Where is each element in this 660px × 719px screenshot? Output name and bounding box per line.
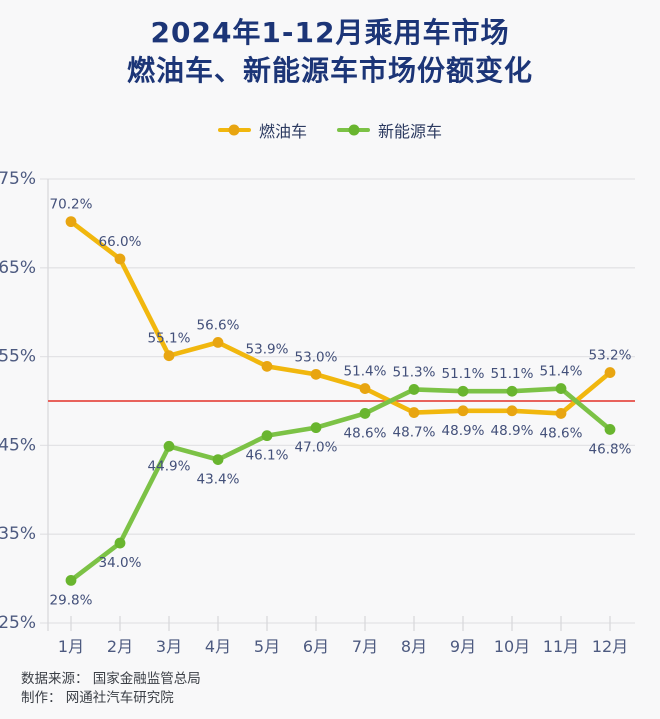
chart-title: 2024年1-12月乘用车市场 燃油车、新能源车市场份额变化 (0, 14, 660, 90)
data-point-fuel-vehicle (457, 405, 469, 417)
data-point-new-energy-vehicle (408, 384, 420, 395)
y-axis-tick-label: 35% (0, 524, 36, 544)
value-label-fuel-vehicle: 56.6% (197, 317, 240, 333)
data-point-new-energy-vehicle (163, 440, 175, 452)
value-label-new-energy-vehicle: 51.1% (442, 366, 485, 382)
x-axis-month-label: 1月 (58, 637, 84, 656)
data-point-fuel-vehicle (114, 253, 126, 265)
value-label-fuel-vehicle: 53.2% (589, 348, 632, 364)
data-point-fuel-vehicle (506, 405, 518, 417)
data-point-new-energy-vehicle (555, 383, 567, 394)
value-label-fuel-vehicle: 53.0% (295, 349, 338, 365)
data-point-new-energy-vehicle (359, 408, 371, 419)
value-label-fuel-vehicle: 55.1% (148, 331, 191, 347)
value-label-new-energy-vehicle: 51.1% (491, 366, 534, 382)
x-axis-month-label: 3月 (156, 637, 182, 656)
data-point-fuel-vehicle (408, 407, 420, 418)
value-label-new-energy-vehicle: 43.4% (197, 472, 240, 488)
y-axis-tick-label: 75% (0, 169, 36, 189)
data-point-fuel-vehicle (163, 350, 175, 362)
footer: 数据来源： 国家金融监管总局 制作： 网通社汽车研究院 (21, 670, 201, 708)
series-line-new-energy-vehicle (68, 386, 613, 583)
x-axis-month-label: 12月 (592, 637, 628, 656)
chart-title-line2: 燃油车、新能源车市场份额变化 (126, 54, 533, 87)
series-line-fuel-vehicle (68, 219, 613, 416)
data-point-new-energy-vehicle (261, 430, 273, 442)
y-axis-tick-label: 65% (0, 258, 36, 278)
value-label-new-energy-vehicle: 47.0% (295, 440, 338, 456)
legend: 燃油车 新能源车 (0, 118, 660, 142)
data-point-new-energy-vehicle (457, 385, 469, 397)
legend-line-swatch (217, 124, 251, 136)
data-point-fuel-vehicle (310, 368, 322, 380)
y-axis-tick-label: 25% (0, 613, 36, 633)
data-point-fuel-vehicle (604, 367, 616, 378)
legend-label: 燃油车 (258, 122, 307, 141)
x-axis-month-label: 10月 (494, 637, 530, 656)
legend-dot-icon (348, 124, 359, 136)
value-label-fuel-vehicle: 66.0% (99, 234, 142, 250)
data-point-fuel-vehicle (555, 408, 567, 419)
x-axis-month-label: 4月 (205, 637, 231, 656)
value-label-fuel-vehicle: 48.6% (540, 425, 583, 441)
value-label-fuel-vehicle: 53.9% (246, 341, 289, 357)
data-point-fuel-vehicle (261, 360, 273, 372)
value-label-new-energy-vehicle: 51.3% (393, 364, 436, 380)
value-label-new-energy-vehicle: 51.4% (540, 364, 583, 380)
value-label-new-energy-vehicle: 44.9% (148, 458, 191, 474)
x-axis-month-label: 7月 (352, 637, 378, 656)
value-label-new-energy-vehicle: 46.1% (246, 448, 289, 464)
x-axis-month-label: 6月 (303, 637, 329, 656)
x-axis-month-label: 2月 (107, 637, 133, 656)
value-label-fuel-vehicle: 70.2% (50, 197, 93, 213)
value-label-fuel-vehicle: 48.9% (491, 423, 534, 439)
x-axis-month-label: 11月 (543, 637, 579, 656)
value-label-fuel-vehicle: 51.4% (344, 364, 387, 380)
value-label-new-energy-vehicle: 46.8% (589, 441, 632, 457)
chart-title-line1: 2024年1-12月乘用车市场 (150, 16, 510, 49)
data-source-note: 数据来源： 国家金融监管总局 (21, 671, 201, 687)
data-point-new-energy-vehicle (65, 574, 77, 586)
value-label-new-energy-vehicle: 29.8% (50, 592, 93, 608)
data-point-fuel-vehicle (65, 216, 77, 228)
data-point-fuel-vehicle (212, 336, 224, 348)
producer-note: 制作： 网通社汽车研究院 (21, 690, 174, 706)
legend-item-fuel-vehicle: 燃油车 (217, 118, 307, 142)
y-axis-tick-label: 55% (0, 347, 36, 367)
data-point-new-energy-vehicle (604, 424, 616, 435)
legend-item-new-energy-vehicle: 新能源车 (337, 118, 442, 142)
data-point-fuel-vehicle (359, 383, 371, 394)
value-label-new-energy-vehicle: 48.6% (344, 425, 387, 441)
value-label-fuel-vehicle: 48.9% (442, 423, 485, 439)
value-label-fuel-vehicle: 48.7% (393, 425, 436, 441)
legend-line-swatch (337, 124, 370, 136)
x-axis-month-label: 8月 (401, 637, 427, 656)
data-point-new-energy-vehicle (114, 537, 126, 549)
legend-label: 新能源车 (378, 122, 443, 141)
data-point-new-energy-vehicle (212, 454, 224, 466)
y-axis-tick-label: 45% (0, 435, 36, 455)
x-axis-month-label: 5月 (254, 637, 280, 656)
data-point-new-energy-vehicle (310, 422, 322, 434)
value-label-new-energy-vehicle: 34.0% (99, 555, 142, 571)
x-axis-month-label: 9月 (450, 637, 476, 656)
legend-dot-icon (228, 124, 240, 136)
data-point-new-energy-vehicle (506, 385, 518, 397)
